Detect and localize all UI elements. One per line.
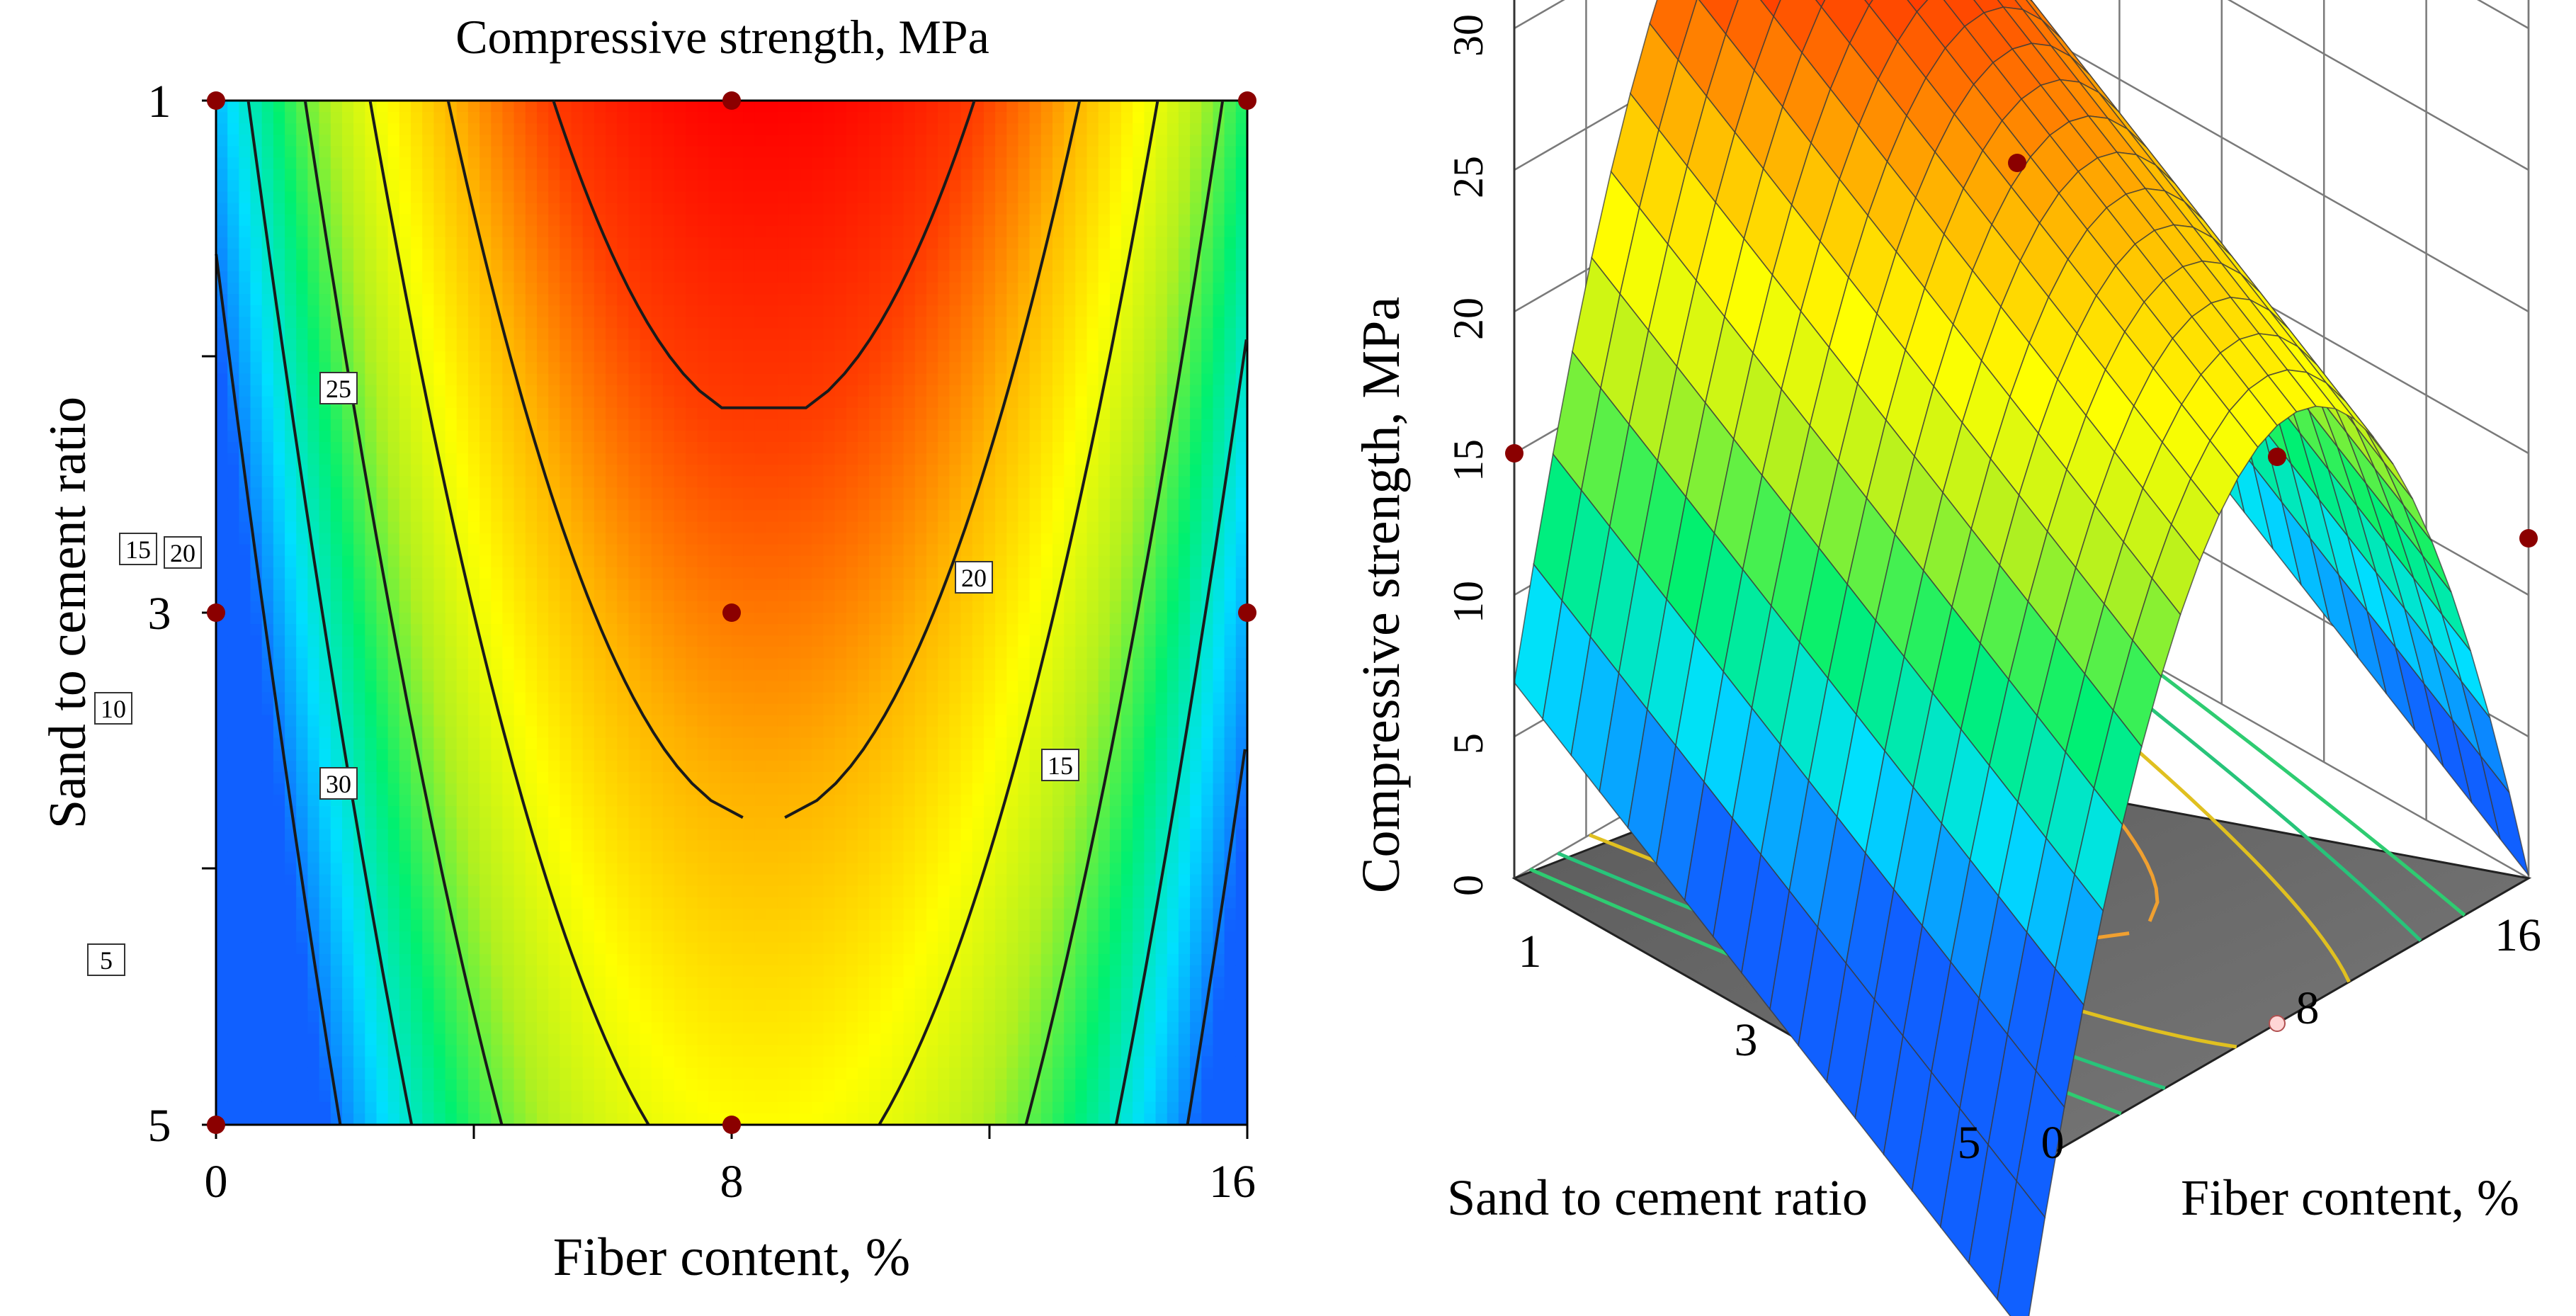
y-axis-label: Sand to cement ratio [39, 397, 97, 829]
surface-y-tick-label: 3 [1735, 1014, 1758, 1066]
design-point [2519, 529, 2538, 548]
contour-line [446, 100, 744, 819]
surface-x-tick-label: 0 [2041, 1117, 2065, 1169]
x-tick-label: 8 [720, 1156, 744, 1208]
contour-line [552, 100, 976, 409]
z-tick-label: 5 [1445, 733, 1492, 754]
design-point [722, 603, 741, 622]
design-point [2268, 448, 2286, 466]
contour-line [215, 254, 342, 1125]
z-axis-label: Compressive strength, MPa [1351, 297, 1411, 893]
z-tick-label: 30 [1445, 14, 1492, 57]
y-tick-label: 3 [148, 588, 171, 640]
y-tick-label: 5 [148, 1100, 171, 1152]
surface-y-tick-label: 5 [1958, 1117, 1981, 1169]
contour-map [216, 101, 1248, 1125]
design-point [722, 1116, 741, 1134]
z-tick-label: 25 [1445, 156, 1492, 198]
surface-x-axis-label: Fiber content, % [2181, 1169, 2519, 1226]
surface-x-tick-label: 8 [2296, 982, 2320, 1034]
z-tick-label: 10 [1445, 581, 1492, 623]
contour-line [246, 100, 414, 1125]
contour-line [1114, 339, 1248, 1125]
contour-line [368, 100, 650, 1125]
contour-line [1186, 749, 1247, 1125]
y-tick-label: 1 [148, 76, 171, 127]
z-tick-label: 0 [1445, 875, 1492, 896]
design-point [2008, 154, 2026, 172]
response-surface [1514, 0, 2529, 1316]
contour-line-label: 30 [319, 767, 358, 800]
design-point [1238, 603, 1256, 622]
contour-line-label: 20 [164, 536, 202, 569]
z-tick-label: 15 [1445, 439, 1492, 482]
contour-line-label: 10 [94, 692, 132, 725]
design-point [1238, 91, 1256, 110]
z-tick-label: 20 [1445, 297, 1492, 340]
contour-line [303, 100, 504, 1125]
contour-line [878, 100, 1159, 1125]
contour-line-label: 15 [119, 533, 157, 565]
contour-title: Compressive strength, MPa [455, 10, 989, 64]
x-axis-label: Fiber content, % [553, 1227, 910, 1287]
surface-y-axis-label: Sand to cement ratio [1447, 1169, 1868, 1226]
floor-point [2269, 1015, 2286, 1032]
surface-x-tick-label: 16 [2495, 909, 2541, 961]
x-tick-label: 16 [1209, 1156, 1256, 1208]
surface-z-axis: 05101520253035 [1445, 0, 1516, 896]
design-point [1505, 444, 1524, 463]
design-point [207, 1116, 225, 1134]
surface-y-tick-label: 1 [1519, 926, 1542, 977]
contour-line [784, 100, 1082, 819]
surface-panel: 05101520253035 Compressive strength, MPa… [1351, 0, 2541, 1316]
contour-lines [215, 100, 1248, 1125]
design-point [207, 91, 225, 110]
contour-line-label: 5 [87, 943, 125, 976]
contour-line-label: 25 [319, 372, 358, 404]
surface-design-points [1505, 154, 2538, 1032]
contour-design-points [207, 91, 1256, 1134]
design-point [207, 603, 225, 622]
contour-line-label: 20 [955, 561, 993, 594]
x-tick-label: 0 [205, 1156, 228, 1208]
design-point [722, 91, 741, 110]
contour-line-label: 15 [1041, 749, 1079, 781]
contour-line [1024, 100, 1225, 1125]
